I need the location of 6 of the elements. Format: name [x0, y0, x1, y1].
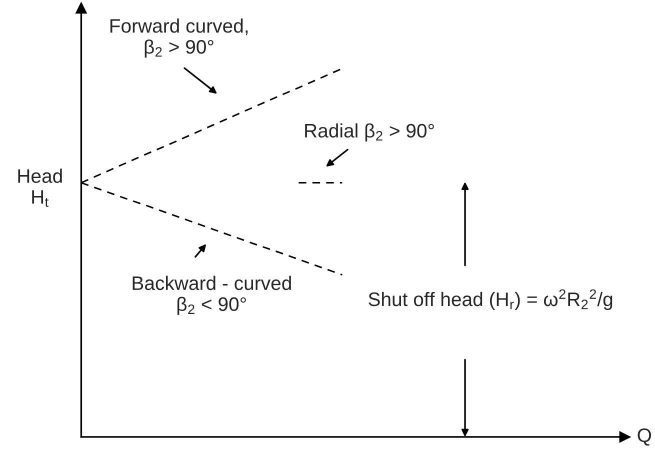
annotation: Radial β$_{2}$ > 90°	[305, 123, 434, 142]
text: Forward curved, β$_{2}$ > 90°	[110, 18, 248, 58]
x-axis-title: Q	[638, 428, 652, 446]
annotation: Shut off head (H$_{r}$) = ω$^{2}$R$_{2}$$^{2}$/g	[368, 289, 612, 310]
y-axis-title: Head H$_{t}$	[18, 168, 62, 207]
annotation: Backward - curved β$_{2}$ < 90°	[132, 276, 291, 315]
